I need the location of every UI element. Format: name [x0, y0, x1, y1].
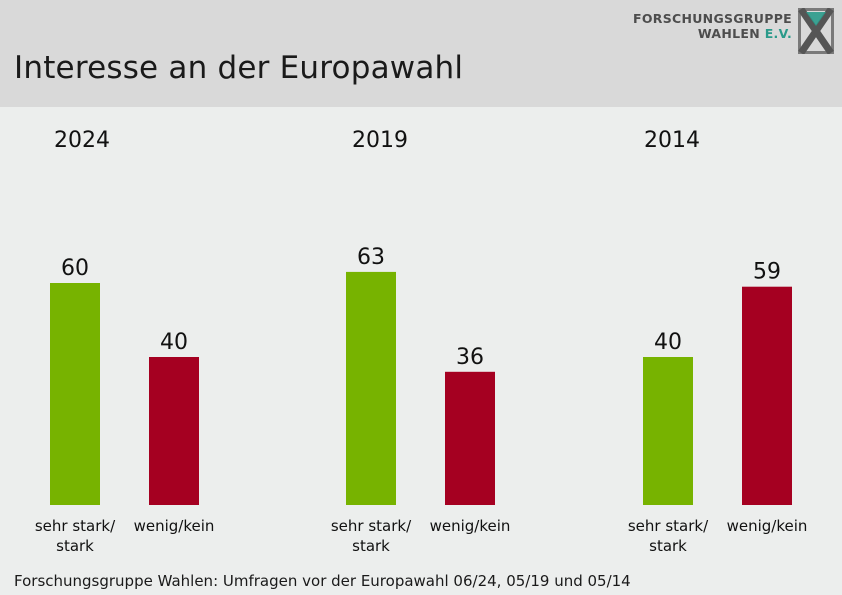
- logo-line-2-ev: E.V.: [764, 26, 792, 41]
- chart-year-label: 2019: [352, 128, 408, 153]
- chart-category-label: stark: [649, 537, 687, 555]
- logo-line-2: WAHLEN E.V.: [633, 26, 792, 41]
- chart-category-label: wenig/kein: [430, 517, 511, 535]
- chart-value-label: 36: [456, 345, 484, 370]
- source-footnote: Forschungsgruppe Wahlen: Umfragen vor de…: [14, 572, 631, 590]
- chart-category-label: sehr stark/: [628, 517, 709, 535]
- chart-value-label: 40: [654, 330, 682, 355]
- chart-bar: [643, 357, 693, 505]
- chart-value-label: 63: [357, 245, 385, 270]
- chart-category-label: sehr stark/: [331, 517, 412, 535]
- chart-value-label: 59: [753, 260, 781, 285]
- logo-text: FORSCHUNGSGRUPPE WAHLEN E.V.: [633, 11, 792, 41]
- logo-x-icon: [798, 8, 834, 54]
- chart-value-label: 40: [160, 330, 188, 355]
- chart-bar: [50, 283, 100, 505]
- chart-bar: [742, 286, 792, 505]
- chart-category-label: stark: [352, 537, 390, 555]
- chart-bar: [346, 271, 396, 505]
- chart-year-label: 2024: [54, 128, 110, 153]
- logo-line-2-main: WAHLEN: [697, 26, 765, 41]
- chart-category-label: wenig/kein: [727, 517, 808, 535]
- chart-bar: [445, 371, 495, 505]
- chart-category-label: stark: [56, 537, 94, 555]
- chart-bar: [149, 357, 199, 505]
- header-band: Interesse an der Europawahl FORSCHUNGSGR…: [0, 0, 842, 107]
- page-title: Interesse an der Europawahl: [14, 50, 464, 86]
- chart-category-label: wenig/kein: [134, 517, 215, 535]
- chart-area: 2024 60 sehr stark/stark 40 wenig/kein 2019 63…: [35, 128, 808, 555]
- chart-value-label: 60: [61, 256, 89, 281]
- chart-category-label: sehr stark/: [35, 517, 116, 535]
- chart-year-label: 2014: [644, 128, 700, 153]
- logo-line-1: FORSCHUNGSGRUPPE: [633, 11, 792, 26]
- logo: FORSCHUNGSGRUPPE WAHLEN E.V.: [633, 8, 834, 54]
